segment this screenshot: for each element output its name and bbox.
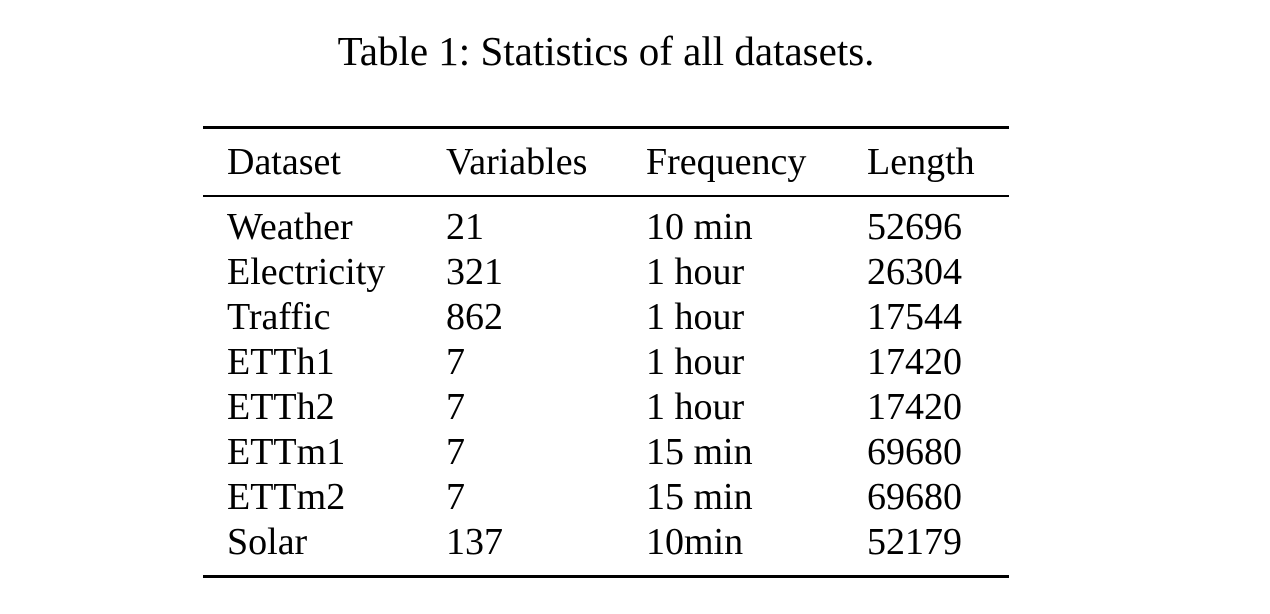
cell-dataset: Electricity	[227, 251, 386, 293]
cell-dataset: ETTm2	[227, 476, 346, 518]
cell-dataset: ETTm1	[227, 431, 346, 473]
table-row: ETTm1 7 15 min 69680	[203, 430, 1009, 475]
cell-length: 17544	[867, 296, 962, 338]
table-row: Electricity 321 1 hour 26304	[203, 250, 1009, 295]
cell-length: 17420	[867, 386, 962, 428]
cell-frequency: 15 min	[646, 476, 753, 518]
cell-variables: 7	[446, 431, 465, 473]
table-row: ETTh2 7 1 hour 17420	[203, 385, 1009, 430]
cell-length: 52696	[867, 206, 962, 248]
cell-length: 52179	[867, 521, 962, 563]
bottom-rule	[203, 575, 1009, 578]
cell-frequency: 10min	[646, 521, 744, 563]
top-rule	[203, 126, 1009, 129]
table-row: ETTm2 7 15 min 69680	[203, 475, 1009, 520]
table-row: ETTh1 7 1 hour 17420	[203, 340, 1009, 385]
table-caption: Table 1: Statistics of all datasets.	[337, 28, 875, 74]
table-row: Weather 21 10 min 52696	[203, 197, 1009, 250]
cell-variables: 862	[446, 296, 503, 338]
cell-length: 26304	[867, 251, 962, 293]
header-dataset: Dataset	[227, 141, 341, 183]
cell-frequency: 1 hour	[646, 251, 745, 293]
header-variables: Variables	[446, 141, 588, 183]
cell-variables: 7	[446, 386, 465, 428]
header-length: Length	[867, 141, 975, 183]
cell-dataset: ETTh2	[227, 386, 335, 428]
cell-frequency: 1 hour	[646, 341, 745, 383]
header-row: Dataset Variables Frequency Length	[203, 129, 1009, 195]
cell-length: 69680	[867, 431, 962, 473]
header-frequency: Frequency	[646, 141, 807, 183]
cell-frequency: 1 hour	[646, 386, 745, 428]
cell-dataset: Solar	[227, 521, 308, 563]
cell-dataset: ETTh1	[227, 341, 335, 383]
cell-variables: 137	[446, 521, 503, 563]
cell-variables: 321	[446, 251, 503, 293]
cell-dataset: Weather	[227, 206, 353, 248]
cell-dataset: Traffic	[227, 296, 331, 338]
cell-frequency: 15 min	[646, 431, 753, 473]
cell-frequency: 1 hour	[646, 296, 745, 338]
cell-length: 17420	[867, 341, 962, 383]
dataset-statistics-table: Dataset Variables Frequency Length Weath…	[203, 126, 1009, 578]
table-row: Solar 137 10min 52179	[203, 520, 1009, 575]
cell-variables: 21	[446, 206, 484, 248]
header-rule	[203, 195, 1009, 197]
cell-variables: 7	[446, 341, 465, 383]
cell-variables: 7	[446, 476, 465, 518]
table-row: Traffic 862 1 hour 17544	[203, 295, 1009, 340]
cell-frequency: 10 min	[646, 206, 753, 248]
cell-length: 69680	[867, 476, 962, 518]
